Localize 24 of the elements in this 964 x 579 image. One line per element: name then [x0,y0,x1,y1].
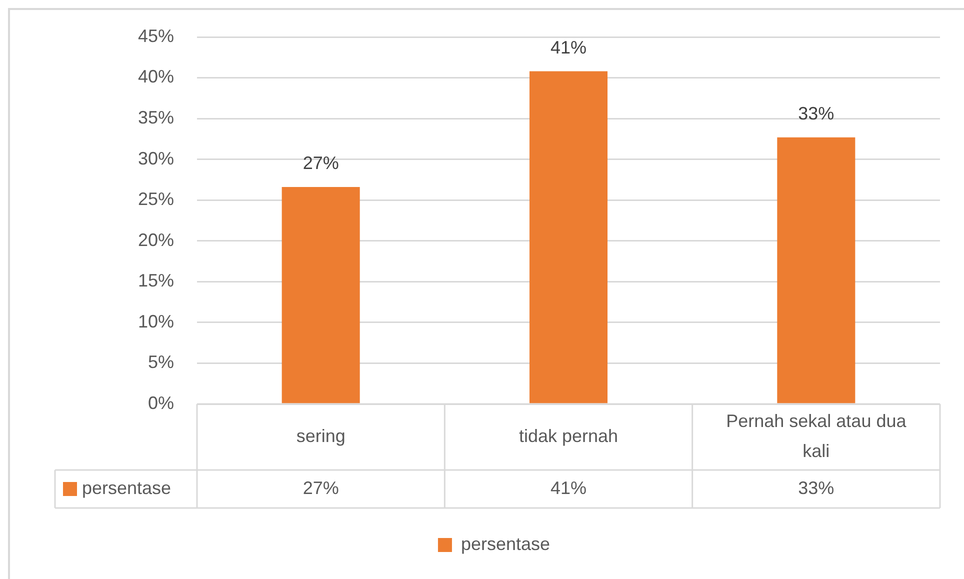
y-tick-label: 15% [138,270,174,291]
text: 27% [302,153,339,174]
data-label: 33% [798,478,834,498]
data-label: 27% [302,478,339,498]
data-label: 41% [550,478,587,498]
y-tick-label: 25% [138,189,174,210]
x-tick-label: Pernah sekal atau dua kali [726,410,908,461]
bar [777,137,856,404]
x-tick-label: tidak pernah [518,426,618,446]
x-tick-label: sering [296,426,346,446]
bar [529,71,608,404]
y-tick-label: 20% [138,230,174,250]
text: 33% [798,103,834,124]
y-tick-label: 10% [138,311,174,332]
y-tick-label: 0% [148,392,174,413]
y-tick-label: 40% [138,66,174,87]
legend-label: persentase [460,534,550,554]
bar [282,187,360,404]
text: persentase [82,478,172,498]
y-tick-label: 45% [138,26,174,46]
text: 41% [550,37,587,58]
y-tick-label: 5% [148,352,174,372]
y-tick-label: 35% [138,108,174,128]
y-tick-label: 30% [138,148,174,168]
